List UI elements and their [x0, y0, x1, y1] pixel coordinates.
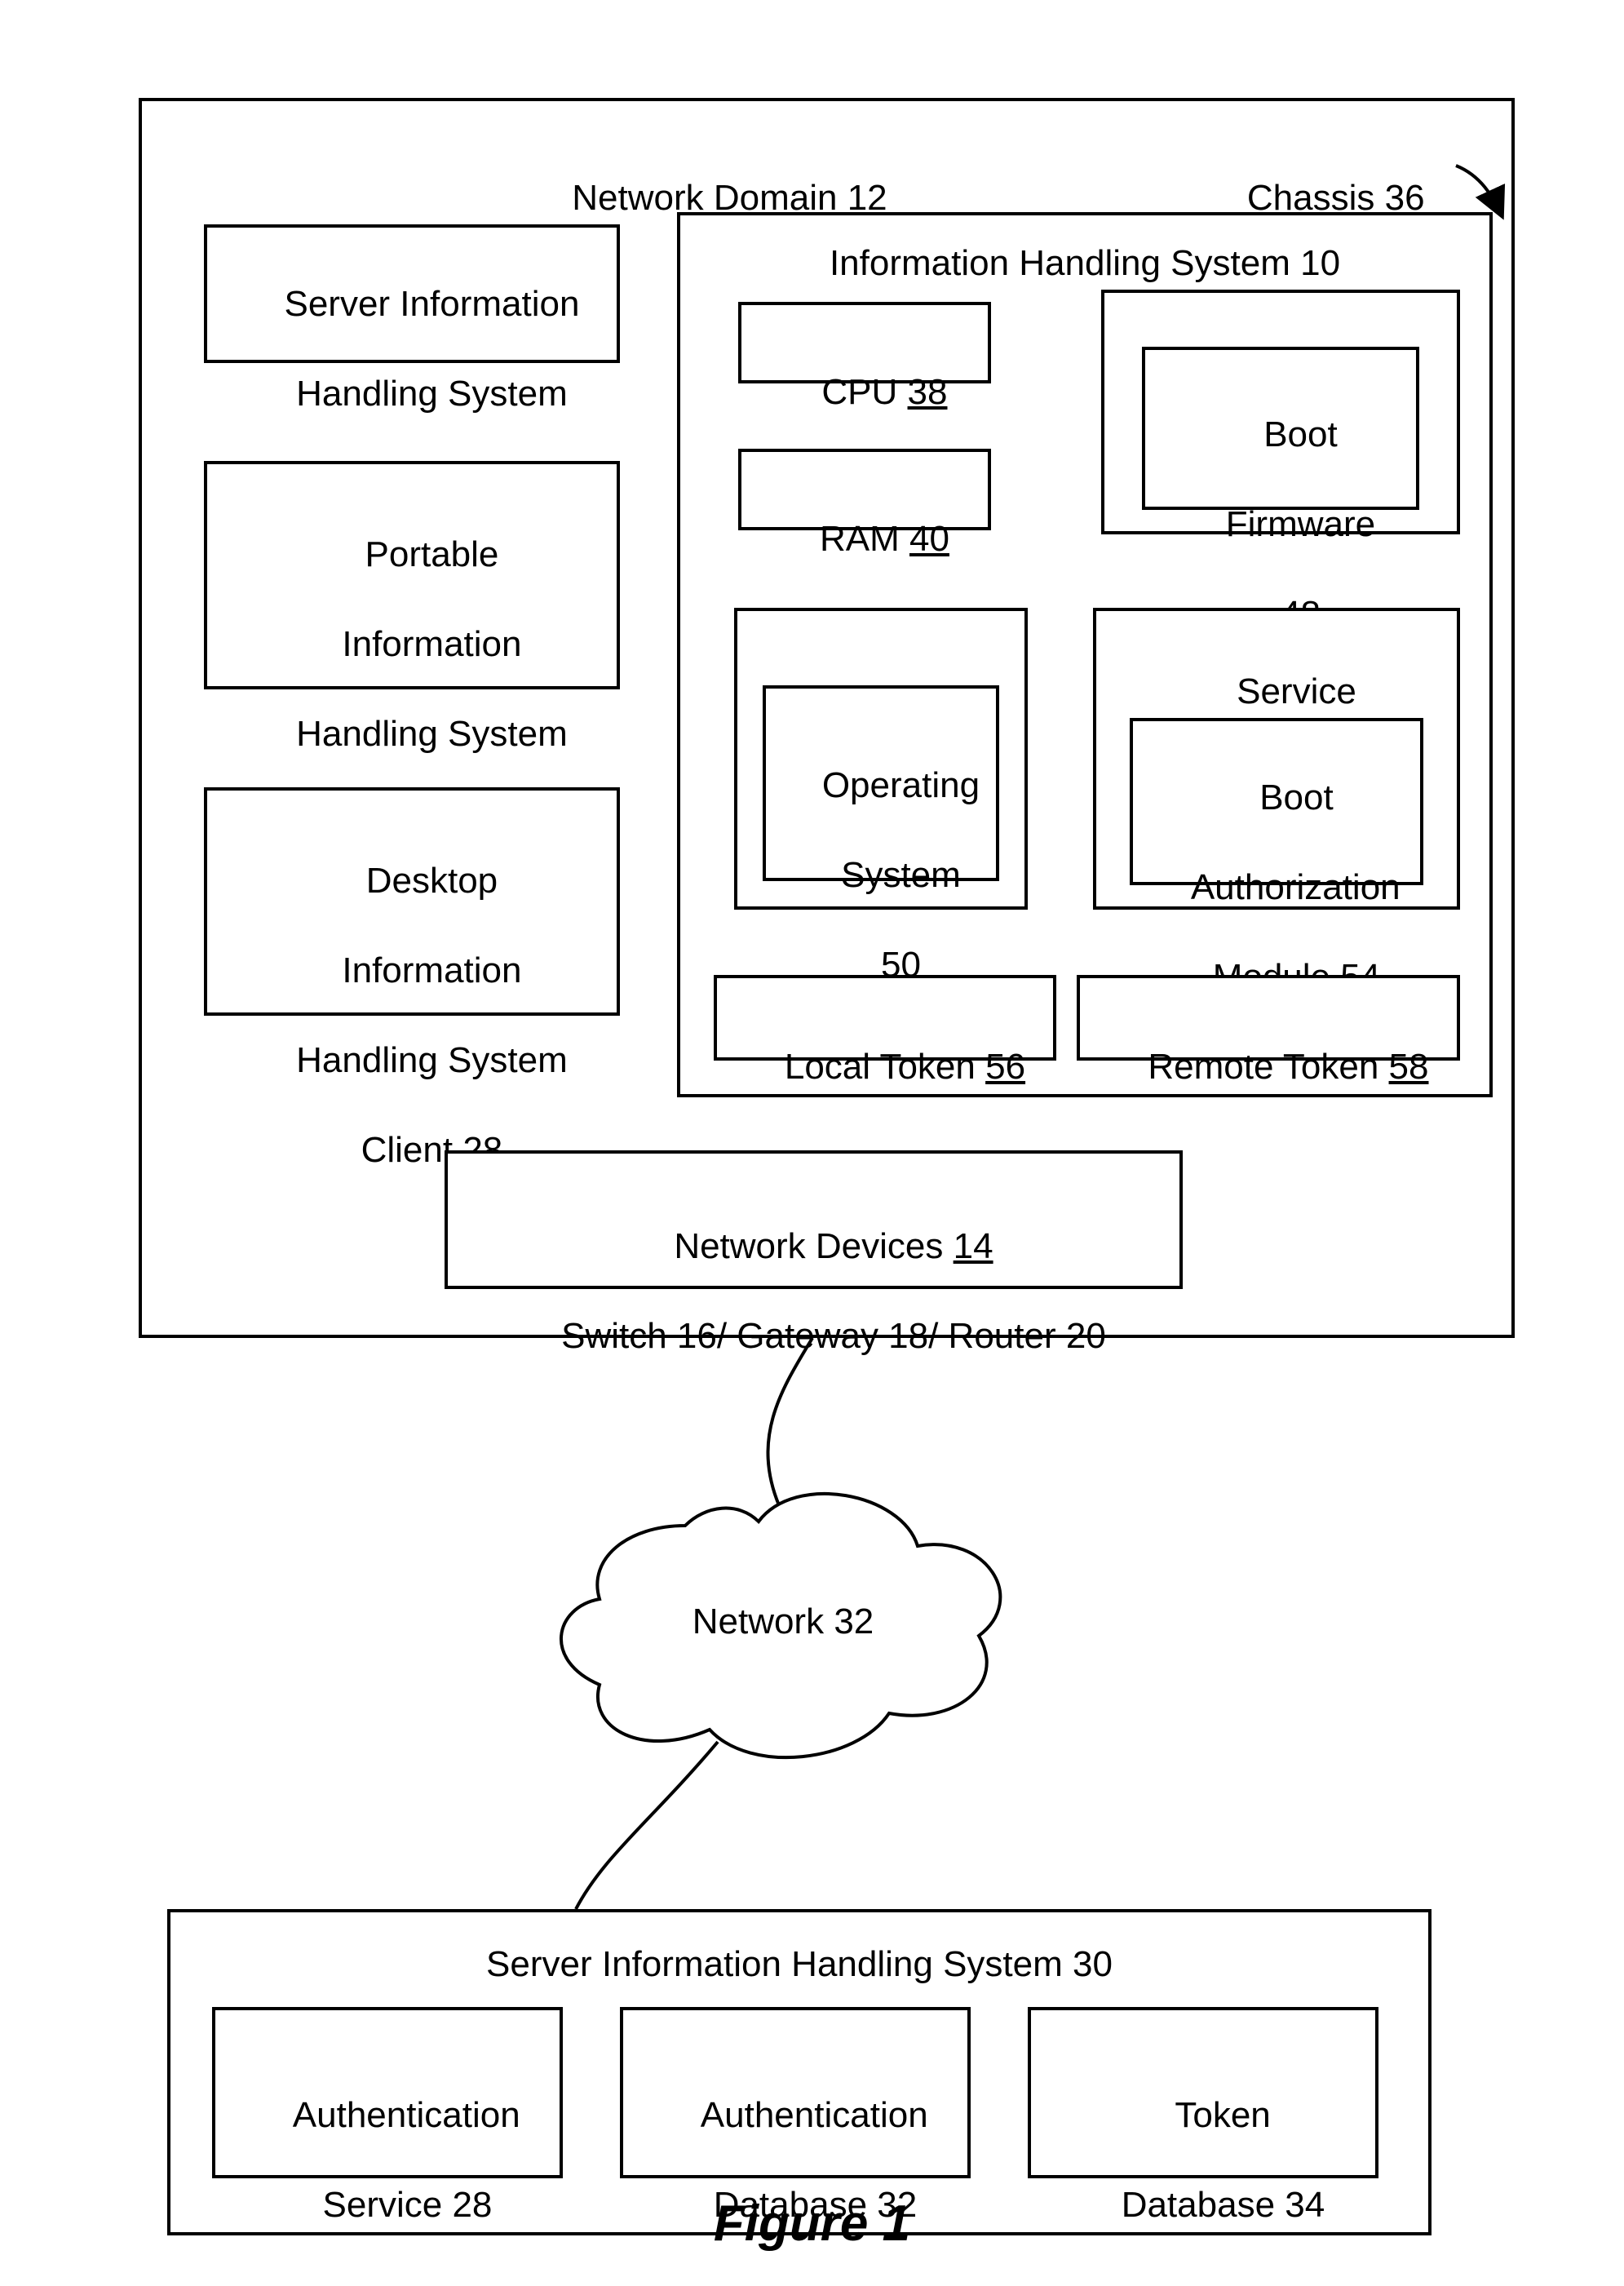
connector-top: [768, 1338, 812, 1505]
diagram-canvas: Network Domain 12 Chassis 36 Server Info…: [0, 0, 1624, 2286]
cloud-label: Network 32: [620, 1599, 946, 1644]
line: Authentication: [701, 2095, 928, 2135]
connector-bottom: [576, 1742, 718, 1909]
figure-caption: Figure 1: [0, 2195, 1624, 2253]
cloud-and-connectors: [0, 0, 1624, 1958]
server-ihs30-title: Server Information Handling System 30: [167, 1942, 1432, 1987]
line: Authentication: [293, 2095, 520, 2135]
line: Token: [1175, 2095, 1270, 2135]
